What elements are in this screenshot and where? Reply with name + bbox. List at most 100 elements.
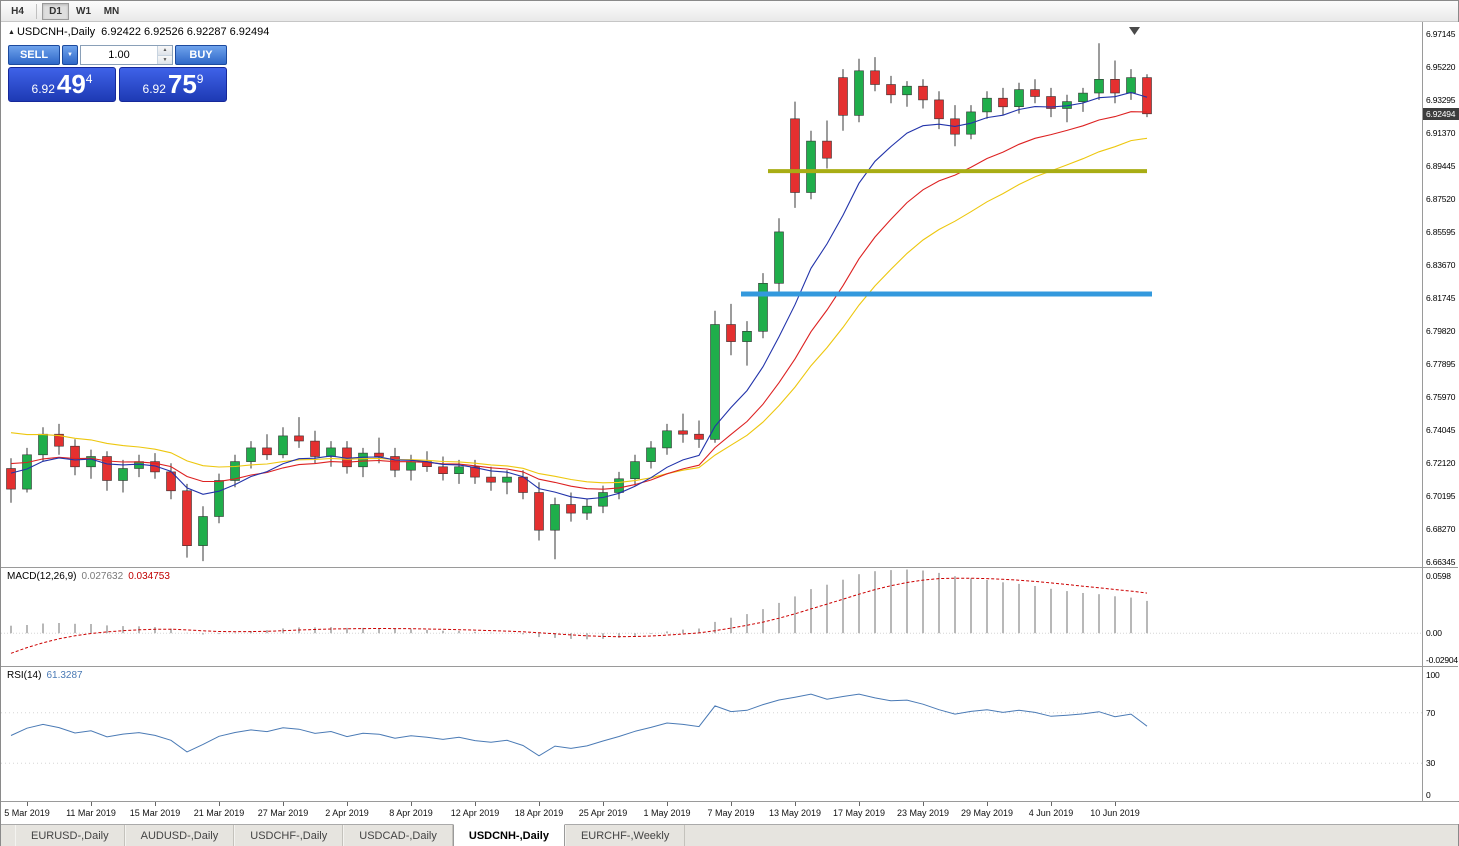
chart-tabbar: EURUSD-,Daily AUDUSD-,Daily USDCHF-,Daily U… [1, 824, 1458, 846]
ma-mid-line[interactable] [10, 111, 1148, 490]
date-tick-mark [987, 802, 988, 806]
macd-pane[interactable]: MACD(12,26,9) 0.027632 0.034753 [1, 568, 1422, 666]
candle [22, 454, 32, 490]
tab-usdcnh-daily[interactable]: USDCNH-,Daily [452, 824, 565, 846]
price-chart[interactable] [1, 22, 1422, 567]
tab-eurchf-weekly[interactable]: EURCHF-,Weekly [564, 825, 686, 846]
pane-separator[interactable] [1, 801, 1458, 802]
rsi-chart[interactable] [1, 667, 1422, 801]
candle [854, 70, 864, 116]
ma-slow-line[interactable] [10, 137, 1148, 484]
candle [390, 456, 400, 471]
date-tick-mark [155, 802, 156, 806]
candle [790, 118, 800, 193]
candle [86, 456, 96, 468]
rsi-axis-label: 70 [1426, 707, 1436, 718]
candle [982, 97, 992, 113]
date-axis-label: 1 May 2019 [643, 808, 691, 818]
price-axis-label: 6.97145 [1426, 29, 1456, 39]
toolbar-separator [36, 3, 37, 19]
macd-signal-line [10, 577, 1148, 654]
ohlc-values: 6.92422 6.92526 6.92287 6.92494 [101, 26, 270, 38]
rsi-title: RSI(14) [7, 670, 42, 681]
candle [550, 504, 560, 531]
date-axis[interactable]: 5 Mar 2019 11 Mar 2019 15 Mar 2019 21 Mar 2… [1, 802, 1459, 824]
candle [710, 324, 720, 440]
date-axis-label: 17 May 2019 [832, 808, 886, 818]
timeframe-button-h4[interactable]: H4 [11, 5, 24, 17]
candle [198, 516, 208, 546]
candle [758, 282, 768, 332]
tab-eurusd-daily[interactable]: EURUSD-,Daily [15, 825, 125, 846]
macd-title: MACD(12,26,9) [7, 571, 77, 582]
date-tick-mark [731, 802, 732, 806]
date-tick-mark [923, 802, 924, 806]
date-tick-mark [1051, 802, 1052, 806]
pane-separator[interactable] [1, 666, 1458, 667]
tab-usdcad-daily[interactable]: USDCAD-,Daily [343, 825, 453, 846]
date-axis-label: 21 Mar 2019 [193, 808, 245, 818]
lot-decrease-icon[interactable]: ▼ [158, 55, 172, 64]
buy-price-pips: 75 [167, 69, 197, 99]
timeframe-button-d1[interactable]: D1 [42, 2, 69, 20]
scroll-to-end-marker[interactable] [1129, 27, 1140, 35]
candle [470, 466, 480, 478]
date-axis-label: 23 May 2019 [896, 808, 950, 818]
lot-spinner: ▲ ▼ [157, 46, 172, 64]
price-axis[interactable]: 6.97145 6.95220 6.93295 6.91370 6.89445 6.875… [1422, 22, 1459, 801]
symbol-period-label: USDCNH-,Daily [16, 26, 96, 38]
price-pane[interactable]: ▲ USDCNH-,Daily 6.92422 6.92526 6.92287 6.… [1, 22, 1422, 567]
candle [454, 466, 464, 474]
date-axis-label: 8 Apr 2019 [389, 808, 433, 818]
candle [310, 440, 320, 457]
date-tick-mark [91, 802, 92, 806]
sell-dropdown-icon[interactable]: ▼ [62, 45, 78, 65]
candle [774, 231, 784, 284]
buy-price-display[interactable]: 6.92 75 9 [119, 67, 227, 102]
buy-button[interactable]: BUY [175, 45, 227, 65]
candle [886, 84, 896, 96]
candle [662, 430, 672, 449]
candle [278, 435, 288, 456]
lot-size-input[interactable] [81, 46, 157, 64]
rsi-value: 61.3287 [46, 670, 83, 681]
candle [70, 445, 80, 468]
rsi-axis-label: 100 [1426, 670, 1440, 680]
ma-fast-line[interactable] [10, 91, 1148, 500]
macd-chart[interactable] [1, 568, 1422, 666]
timeframe-button-w1[interactable]: W1 [76, 5, 91, 17]
date-axis-label: 18 Apr 2019 [514, 808, 564, 818]
candle [374, 452, 384, 457]
macd-signal-value: 0.034753 [128, 571, 170, 582]
tab-usdchf-daily[interactable]: USDCHF-,Daily [234, 825, 344, 846]
pane-separator[interactable] [1, 567, 1458, 568]
date-axis-label: 10 Jun 2019 [1090, 808, 1140, 818]
timeframe-button-mn[interactable]: MN [103, 5, 120, 17]
tab-audusd-daily[interactable]: AUDUSD-,Daily [124, 825, 235, 846]
candle [214, 480, 224, 517]
rsi-pane[interactable]: RSI(14) 61.3287 [1, 667, 1422, 801]
rsi-axis-label: 0 [1426, 790, 1431, 800]
sell-button[interactable]: SELL [8, 45, 60, 65]
date-axis-label: 12 Apr 2019 [450, 808, 500, 818]
price-axis-label: 6.85595 [1426, 227, 1456, 237]
candle [1046, 96, 1056, 109]
macd-axis-label: 0.0598 [1426, 571, 1451, 581]
current-price-badge: 6.92494 [1423, 108, 1459, 120]
date-tick-mark [667, 802, 668, 806]
candle [566, 504, 576, 514]
lot-size-box: ▲ ▼ [80, 45, 173, 65]
collapse-icon[interactable]: ▲ [8, 29, 15, 36]
candle [998, 97, 1008, 108]
price-axis-label: 6.75970 [1426, 392, 1456, 402]
sell-price-display[interactable]: 6.92 49 4 [8, 67, 116, 102]
price-axis-label: 6.87520 [1426, 194, 1456, 204]
date-tick-mark [795, 802, 796, 806]
date-tick-mark [283, 802, 284, 806]
sell-price-point: 4 [85, 72, 93, 86]
candle [438, 466, 448, 474]
lot-increase-icon[interactable]: ▲ [158, 46, 172, 56]
date-axis-label: 5 Mar 2019 [4, 808, 50, 818]
candle [54, 433, 64, 447]
date-axis-label: 13 May 2019 [768, 808, 822, 818]
